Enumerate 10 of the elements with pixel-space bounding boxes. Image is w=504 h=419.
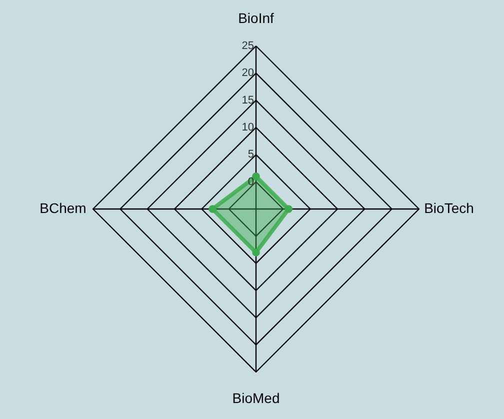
spoke-label: BioMed xyxy=(232,390,280,406)
y-tick-label: 20 xyxy=(242,67,254,80)
y-tick-label: 5 xyxy=(248,148,254,161)
y-tick-label: 10 xyxy=(242,122,254,134)
spoke-label: BioInf xyxy=(238,10,274,26)
spoke-label: BChem xyxy=(40,200,86,216)
y-tick-label: 25 xyxy=(242,40,254,52)
y-tick-label: 0 xyxy=(248,176,254,188)
y-tick-label: 15 xyxy=(242,94,254,106)
spoke-label: BioTech xyxy=(424,200,474,216)
